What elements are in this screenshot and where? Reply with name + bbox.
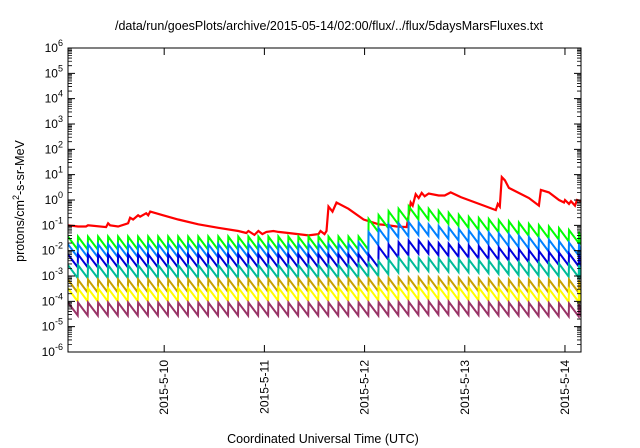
x-axis: 2015-5-10 2015-5-11 2015-5-12 2015-5-13 2015… — [157, 48, 572, 415]
y-tick-label: 102 — [45, 139, 63, 156]
series-line-8 — [68, 298, 581, 320]
chart-title: /data/run/goesPlots/archive/2015-05-14/0… — [115, 19, 544, 33]
y-tick-label: 106 — [45, 38, 63, 55]
series-line-7 — [68, 283, 581, 305]
series-line-1 — [68, 174, 581, 237]
y-tick-label: 10-6 — [42, 342, 63, 359]
series-line-6 — [68, 274, 581, 296]
y-axis-title-base: protons/cm — [13, 200, 27, 262]
x-axis-title: Coordinated Universal Time (UTC) — [227, 432, 419, 446]
y-tick-label: 105 — [45, 63, 63, 80]
x-tick-label: 2015-5-11 — [257, 360, 271, 414]
y-axis-title-rest: -s-sr-MeV — [13, 139, 27, 195]
x-tick-label: 2015-5-12 — [358, 360, 372, 415]
plot-frame — [67, 47, 582, 353]
y-tick-label: 100 — [45, 190, 63, 207]
y-axis: 10-6 10-5 10-4 10-3 10-2 10-1 100 101 102 103 104 1… — [42, 38, 581, 359]
x-tick-label: 2015-5-14 — [558, 360, 572, 415]
y-tick-label: 10-5 — [42, 317, 63, 334]
y-tick-label: 101 — [45, 165, 63, 182]
y-tick-label: 104 — [45, 89, 63, 106]
y-axis-title: protons/cm2-s-sr-MeV — [11, 139, 27, 261]
plot-area — [68, 174, 581, 320]
y-tick-label: 10-1 — [42, 215, 63, 232]
y-axis-title-sup: 2 — [11, 195, 21, 200]
y-tick-label: 10-2 — [42, 241, 63, 258]
series-line-5 — [68, 254, 581, 282]
y-tick-label: 10-3 — [42, 266, 63, 283]
x-tick-label: 2015-5-10 — [157, 360, 171, 415]
x-tick-label: 2015-5-13 — [458, 360, 472, 415]
y-tick-label: 103 — [45, 114, 63, 131]
y-tick-label: 10-4 — [42, 291, 63, 308]
